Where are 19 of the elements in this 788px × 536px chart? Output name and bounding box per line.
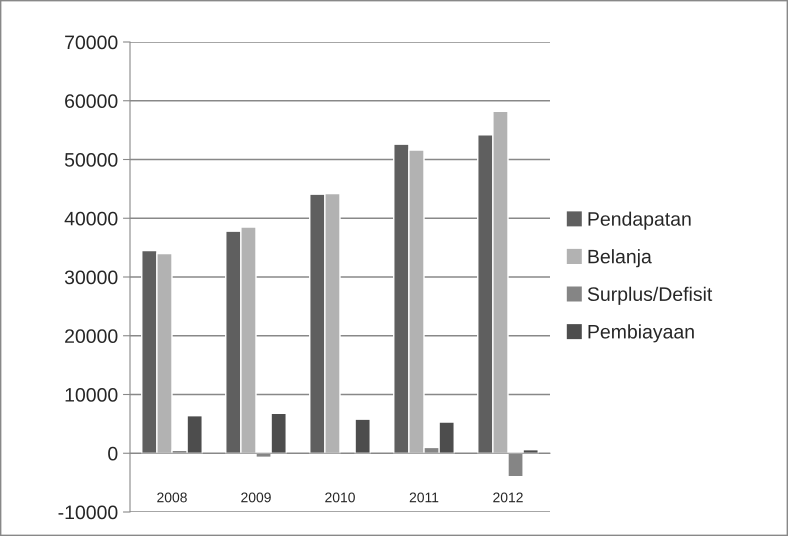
y-tick-label: 50000 xyxy=(64,152,118,167)
x-tick-label: 2012 xyxy=(493,492,523,502)
y-tick-label: 10000 xyxy=(66,388,118,402)
x-tick-label: 2010 xyxy=(325,492,355,502)
legend-label: Pendapatan xyxy=(588,212,691,230)
x-tick-label: 2009 xyxy=(241,492,271,502)
bar xyxy=(354,418,371,454)
y-tick-label: -10000 xyxy=(58,505,118,520)
y-tick-label: 70000 xyxy=(65,35,118,50)
legend-label: Pembiayaan xyxy=(588,324,694,342)
x-tick-label: 2011 xyxy=(410,492,438,502)
y-tick-label: 20000 xyxy=(65,329,118,343)
y-tick-label: 40000 xyxy=(64,212,118,226)
x-tick-label: 2008 xyxy=(157,492,187,502)
y-tick-label: 30000 xyxy=(64,270,118,284)
y-tick-label: 0 xyxy=(108,446,118,460)
y-tick-label: 60000 xyxy=(65,94,118,108)
legend-label: Surplus/Defisit xyxy=(588,286,712,305)
legend-label: Belanja xyxy=(588,249,652,268)
